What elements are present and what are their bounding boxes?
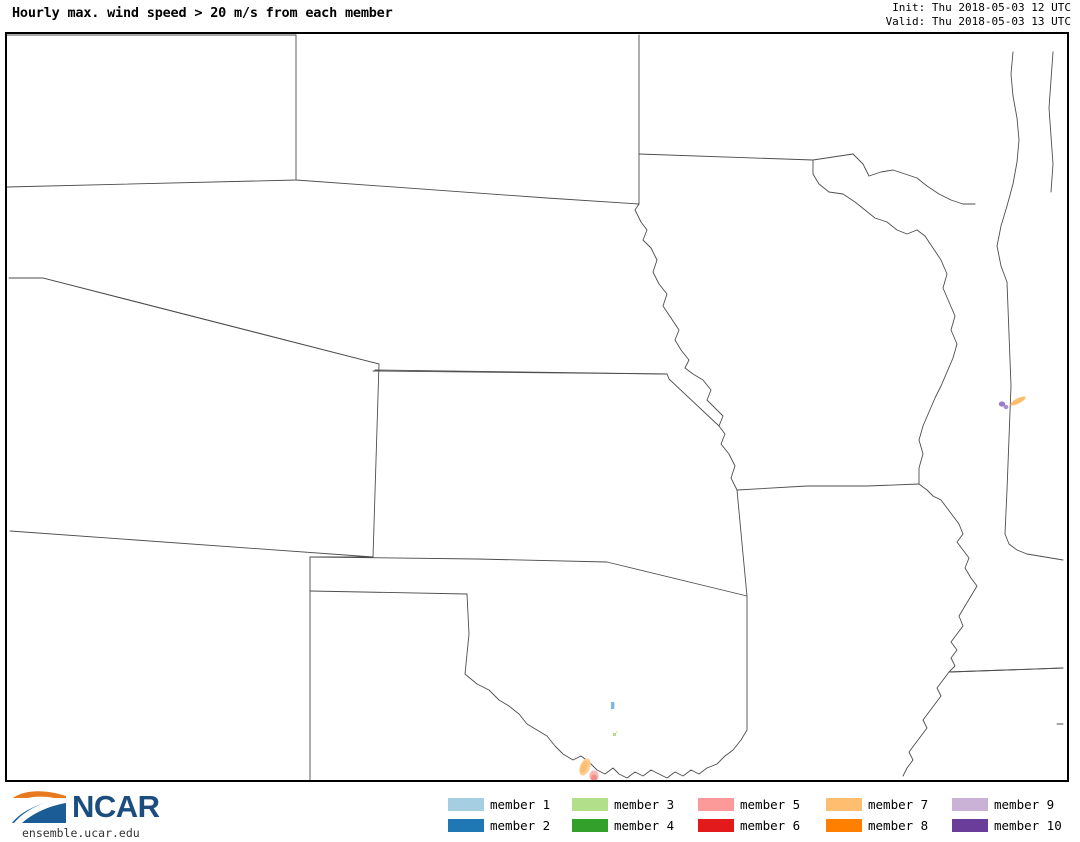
river-mississippi-mo-il [918, 483, 978, 673]
feature-member-5-texas [589, 770, 599, 780]
logo-swoosh-white [10, 798, 66, 823]
state-boundaries [7, 34, 1064, 780]
state-line-mn-ia [638, 153, 814, 175]
legend-item-member-10: member 10 [952, 815, 1076, 836]
legend-label-member-10: member 10 [994, 818, 1062, 833]
legend-column-4: member 7 member 8 [826, 794, 950, 838]
state-line-sd-ne [634, 203, 724, 427]
legend-item-member-4: member 4 [572, 815, 696, 836]
state-line-nd-sd [295, 179, 640, 205]
state-line-mo-ks-ok [736, 489, 748, 597]
legend-swatch-member-2 [448, 819, 484, 832]
ncar-logo-mark [10, 791, 66, 823]
state-line-ia-il [918, 235, 958, 485]
legend-label-member-2: member 2 [490, 818, 551, 833]
state-line-ia-mo [736, 483, 920, 491]
state-line-ok-panhandle [309, 590, 468, 595]
legend-label-member-4: member 4 [614, 818, 675, 833]
river-red-ok-tx [464, 595, 748, 779]
legend-label-member-8: member 8 [868, 818, 929, 833]
legend-item-member-9: member 9 [952, 794, 1076, 815]
legend-column-1: member 1 member 2 [448, 794, 572, 838]
state-line-ok-tx-west [464, 593, 470, 675]
plot-footer: NCAR ensemble.ucar.edu member 1 member 2… [0, 788, 1080, 842]
legend-label-member-9: member 9 [994, 797, 1055, 812]
state-line-co-nm-ok [309, 556, 374, 780]
legend-item-member-2: member 2 [448, 815, 572, 836]
state-line-ne-ia [718, 425, 738, 491]
legend-item-member-1: member 1 [448, 794, 572, 815]
legend-label-member-3: member 3 [614, 797, 675, 812]
map-canvas [7, 34, 1064, 780]
feature-member-9 [998, 401, 1009, 410]
state-line-ne-ks [372, 370, 668, 375]
plot-header: Hourly max. wind speed > 20 m/s from eac… [0, 0, 1080, 32]
state-line-mn-wi [812, 153, 870, 177]
feature-member-7-illinois [1010, 396, 1026, 406]
legend-label-member-7: member 7 [868, 797, 929, 812]
state-line-ia-wi [812, 173, 926, 237]
feature-member-1-oklahoma [611, 702, 615, 709]
legend-swatch-member-5 [698, 798, 734, 811]
map-panel [5, 32, 1069, 782]
logo-swoosh-inner [14, 798, 66, 823]
legend-swatch-member-3 [572, 798, 608, 811]
legend-swatch-member-9 [952, 798, 988, 811]
valid-time: Valid: Thu 2018-05-03 13 UTC [885, 14, 1071, 28]
legend-label-member-5: member 5 [740, 797, 801, 812]
member-legend: member 1 member 2 member 3 member 4 memb… [448, 794, 1076, 838]
legend-column-5: member 9 member 10 [952, 794, 1076, 838]
legend-swatch-member-6 [698, 819, 734, 832]
ncar-wordmark: NCAR [72, 789, 160, 824]
ncar-logo: NCAR ensemble.ucar.edu [8, 789, 208, 840]
legend-swatch-member-4 [572, 819, 608, 832]
legend-label-member-6: member 6 [740, 818, 801, 833]
legend-item-member-8: member 8 [826, 815, 950, 836]
shoreline-lake-michigan-east [1048, 51, 1054, 193]
legend-swatch-member-7 [826, 798, 862, 811]
ncar-url: ensemble.ucar.edu [22, 826, 140, 840]
legend-item-member-3: member 3 [572, 794, 696, 815]
page-title: Hourly max. wind speed > 20 m/s from eac… [12, 5, 393, 21]
ensemble-features [579, 396, 1026, 780]
legend-label-member-1: member 1 [490, 797, 551, 812]
legend-column-2: member 3 member 4 [572, 794, 696, 838]
feature-member-3-oklahoma [613, 731, 618, 736]
state-line-wy-co [8, 277, 380, 558]
legend-item-member-7: member 7 [826, 794, 950, 815]
legend-swatch-member-8 [826, 819, 862, 832]
init-time: Init: Thu 2018-05-03 12 UTC [892, 1, 1071, 14]
state-line-co-ne [42, 277, 380, 365]
river-mississippi-ar-ms [902, 671, 950, 777]
state-line-il-in [1004, 281, 1012, 535]
legend-swatch-member-1 [448, 798, 484, 811]
feature-member-7-redriver [579, 758, 591, 776]
legend-item-member-6: member 6 [698, 815, 822, 836]
state-line-ks-ok [309, 556, 748, 597]
state-line-ne-mo-south [668, 378, 720, 427]
state-line-in-ky [1004, 533, 1064, 561]
legend-swatch-member-10 [952, 819, 988, 832]
legend-column-3: member 5 member 6 [698, 794, 822, 838]
state-line-ar-tn [948, 667, 1064, 673]
state-line-wi-mi [868, 169, 976, 205]
timestamp-block: Init: Thu 2018-05-03 12 UTC Valid: Thu 2… [886, 1, 1071, 28]
logo-arc-orange [10, 791, 66, 805]
state-line-wy-sd-north [7, 34, 297, 188]
shoreline-lake-michigan-west [996, 51, 1020, 283]
legend-item-member-5: member 5 [698, 794, 822, 815]
